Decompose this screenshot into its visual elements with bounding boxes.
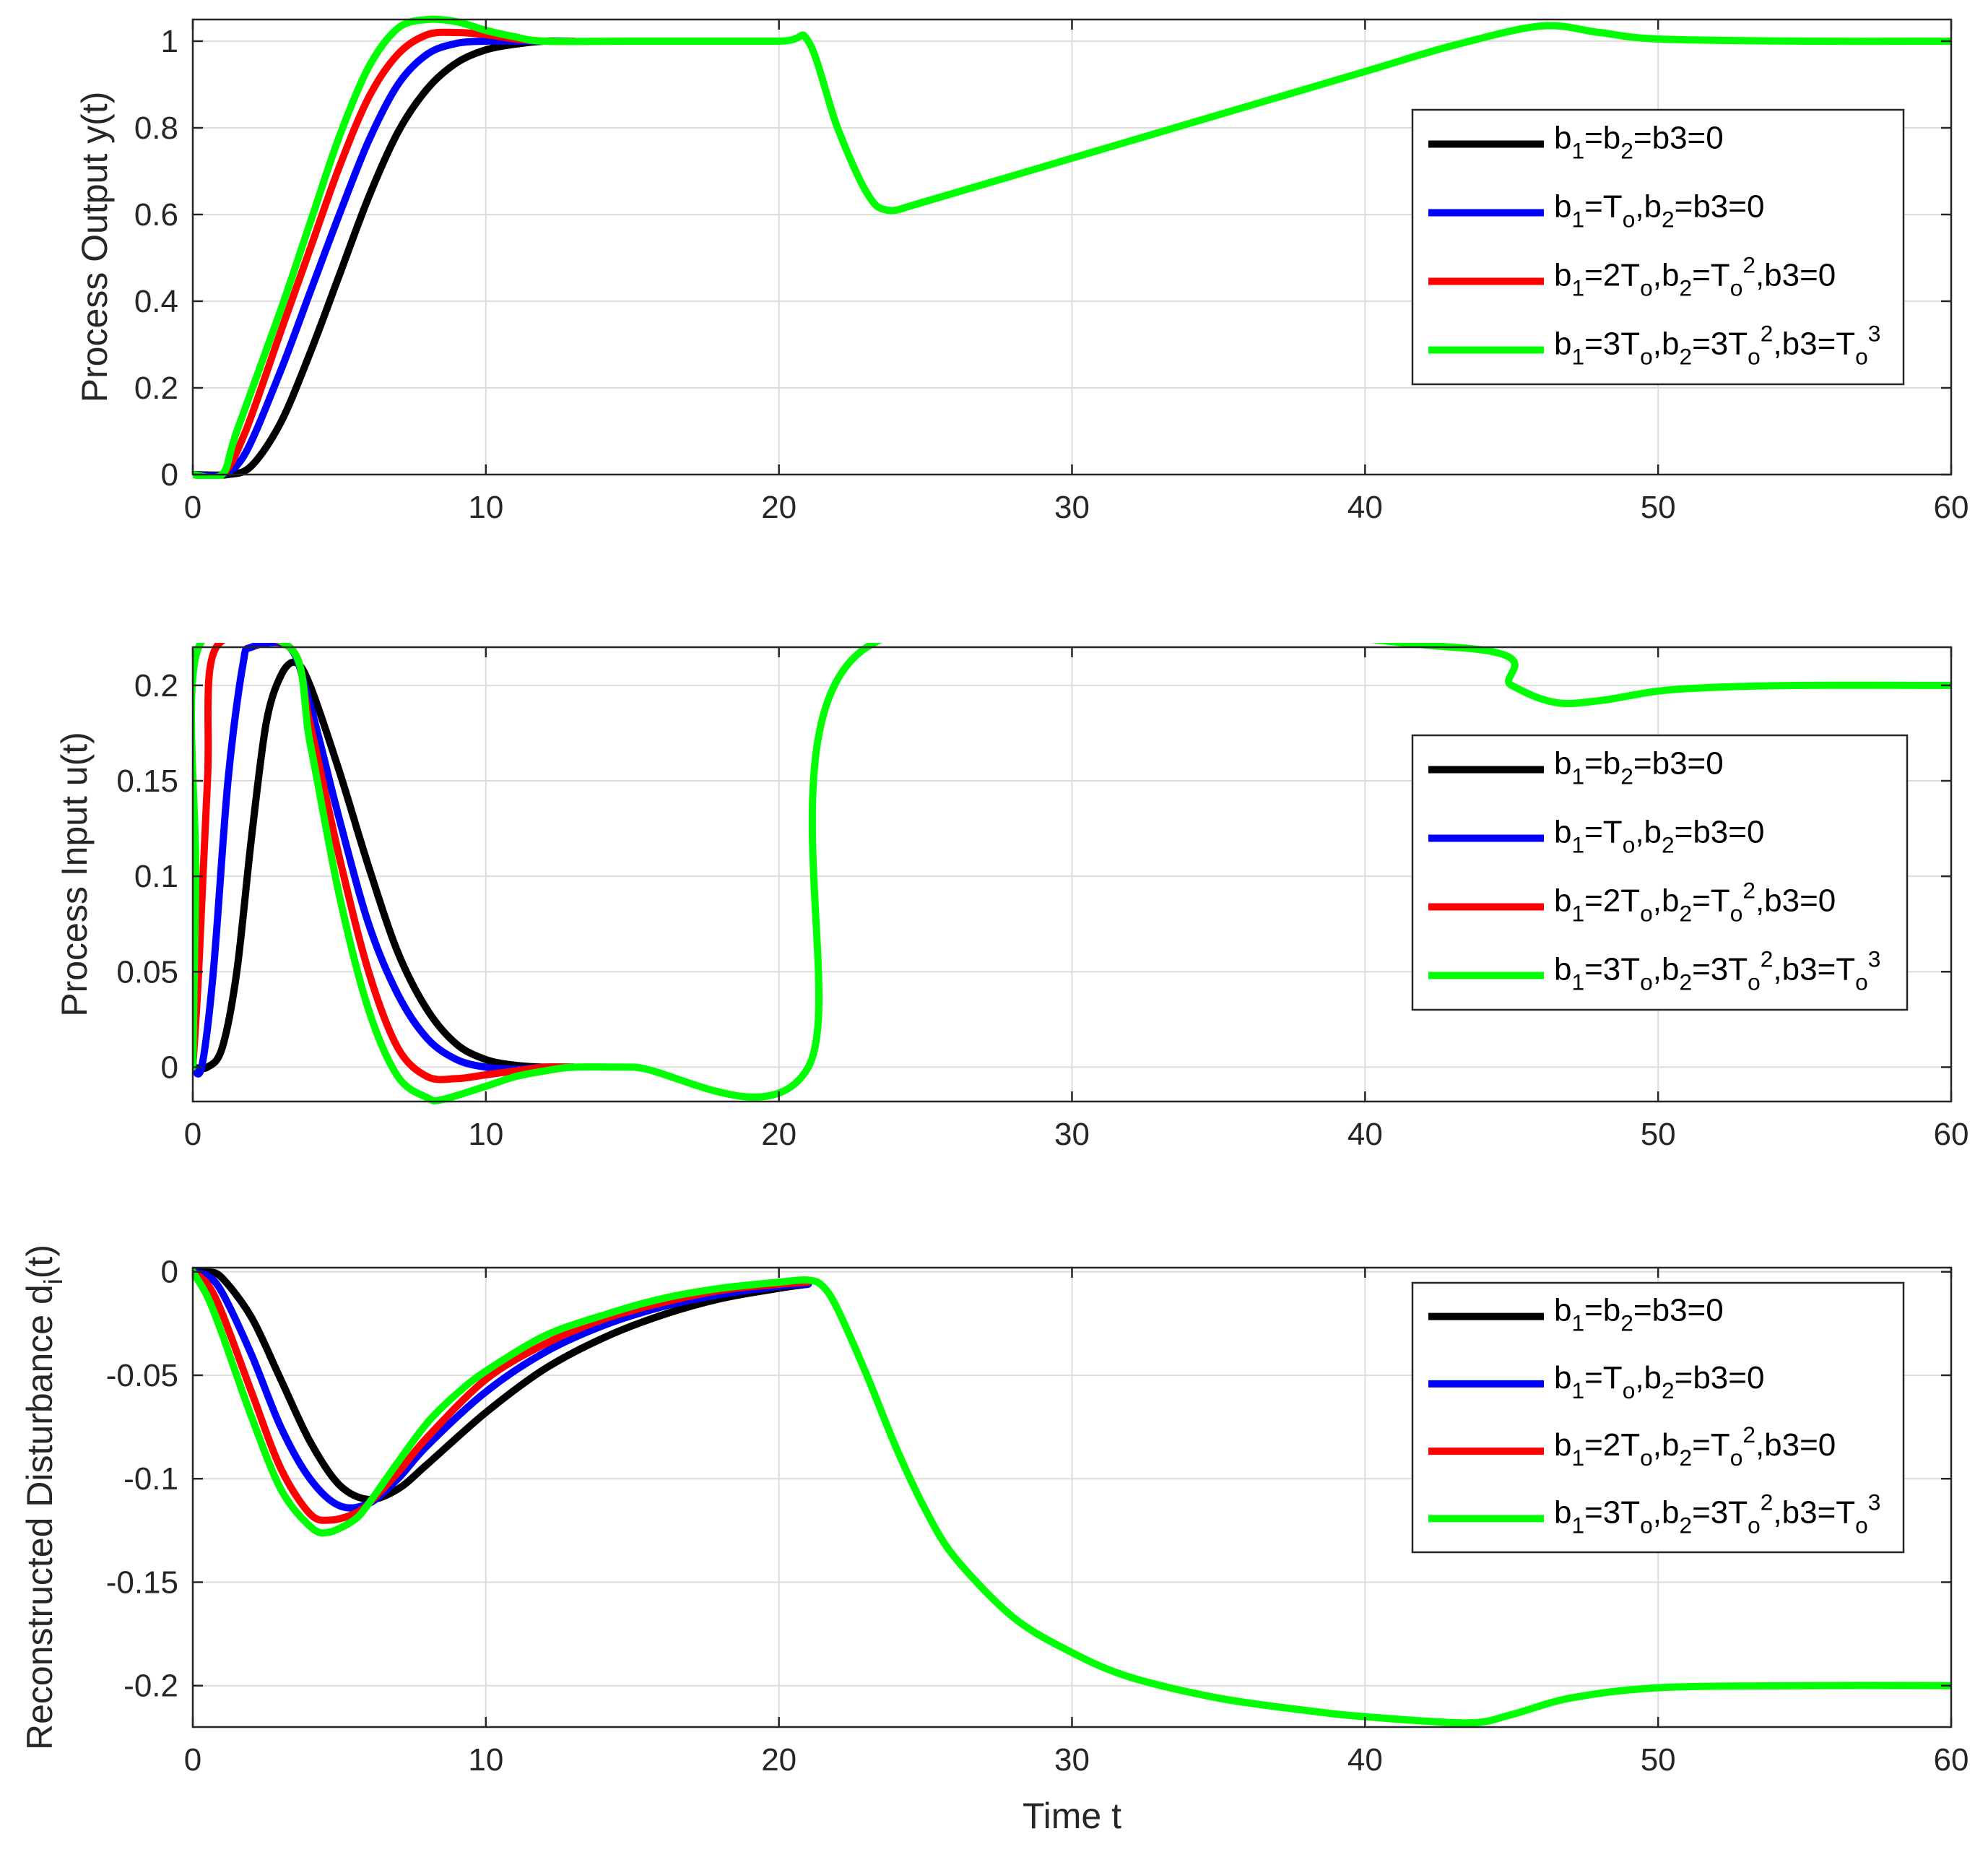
y-tick-label: -0.1 — [123, 1461, 178, 1497]
legend-label-1: b1=b2=b3=0 — [1554, 1293, 1724, 1336]
y-axis-label: Reconstructed Disturbance di(t) — [19, 1245, 68, 1750]
x-tick-label: 30 — [1054, 490, 1090, 525]
y-tick-label: 0 — [161, 457, 178, 493]
x-tick-label: 0 — [184, 490, 201, 525]
legend-label-4: b1=3To,b2=3To2,b3=To3 — [1554, 321, 1880, 370]
y-axis-label: Process Input u(t) — [54, 732, 95, 1017]
x-tick-label: 0 — [184, 1742, 201, 1778]
y-tick-label: 0.6 — [134, 197, 178, 233]
legend-label-3: b1=2To,b2=To2,b3=0 — [1554, 878, 1836, 927]
legend: b1=b2=b3=0 b1=To,b2=b3=0 b1=2To,b2=To2,b3=… — [1411, 1281, 1905, 1554]
x-tick-label: 10 — [468, 1117, 503, 1152]
x-tick-label: 0 — [184, 1117, 201, 1152]
series-line-1 — [193, 658, 578, 1073]
x-tick-label: 50 — [1641, 1742, 1676, 1778]
y-axis-label: Process Output y(t) — [74, 92, 115, 403]
series-line-4 — [193, 643, 1951, 1104]
x-tick-label: 20 — [761, 490, 796, 525]
axes-panel-2: 0 10 20 30 40 50 60 0 0.05 0.1 0.15 0.2 Process Inpu… — [54, 643, 1969, 1152]
legend-label-1: b1=b2=b3=0 — [1554, 121, 1724, 164]
x-tick-label: 30 — [1054, 1117, 1090, 1152]
legend-label-4: b1=3To,b2=3To2,b3=To3 — [1554, 1489, 1880, 1538]
y-tick-label: -0.2 — [123, 1669, 178, 1704]
series-line-2 — [193, 1268, 812, 1512]
series-line-2 — [193, 643, 578, 1078]
legend: b1=b2=b3=0 b1=To,b2=b3=0 b1=2To,b2=To2,b3=… — [1411, 108, 1905, 386]
y-tick-label: 1 — [161, 24, 178, 59]
axes-panel-1: 0 10 20 30 40 50 60 0 0.2 0.4 0.6 0.8 1 Process Outpu… — [74, 15, 1969, 525]
legend-label-3: b1=2To,b2=To2,b3=0 — [1554, 252, 1836, 301]
y-tick-label: 0.2 — [134, 371, 178, 406]
y-tick-label: 0.8 — [134, 111, 178, 146]
y-tick-label: 0 — [161, 1255, 178, 1290]
series-line-4 — [193, 15, 1951, 479]
y-tick-label: 0.15 — [116, 763, 178, 799]
x-tick-label: 40 — [1347, 1117, 1383, 1152]
x-tick-label: 30 — [1054, 1742, 1090, 1778]
series-group — [193, 15, 1951, 479]
x-tick-label: 10 — [468, 1742, 503, 1778]
series-group — [193, 1268, 1951, 1727]
y-tick-label: -0.05 — [106, 1358, 178, 1393]
series-line-1 — [193, 37, 578, 479]
legend-label-1: b1=b2=b3=0 — [1554, 746, 1724, 789]
legend-label-3: b1=2To,b2=To2,b3=0 — [1554, 1422, 1836, 1471]
legend-label-2: b1=To,b2=b3=0 — [1554, 189, 1764, 233]
y-tick-label: 0.1 — [134, 859, 178, 894]
y-tick-label: 0.4 — [134, 284, 178, 319]
x-tick-label: 60 — [1934, 490, 1969, 525]
legend-box — [1411, 734, 1909, 1011]
x-tick-label: 60 — [1934, 1117, 1969, 1152]
y-tick-label: -0.15 — [106, 1565, 178, 1600]
axes-panel-3: 0 10 20 30 40 50 60 0 -0.05 -0.1 -0.15 -0.2 Reconstr… — [19, 1245, 1969, 1836]
x-tick-label: 40 — [1347, 490, 1383, 525]
x-tick-label: 40 — [1347, 1742, 1383, 1778]
y-tick-label: 0.2 — [134, 668, 178, 704]
x-tick-label: 50 — [1641, 490, 1676, 525]
x-axis-label: Time t — [1023, 1796, 1121, 1836]
series-line-2 — [193, 37, 578, 479]
legend: b1=b2=b3=0 b1=To,b2=b3=0 b1=2To,b2=To2,b3=… — [1411, 734, 1909, 1011]
x-tick-label: 60 — [1934, 1742, 1969, 1778]
legend-box — [1411, 1281, 1905, 1554]
axes-root: 0 10 20 30 40 50 60 0 0.2 0.4 0.6 0.8 1 Process Outpu… — [19, 15, 1969, 1836]
y-tick-label: 0.05 — [116, 954, 178, 990]
x-tick-label: 50 — [1641, 1117, 1676, 1152]
legend-label-2: b1=To,b2=b3=0 — [1554, 1360, 1764, 1403]
series-line-3 — [193, 643, 578, 1083]
series-group — [193, 643, 1951, 1104]
y-tick-label: 0 — [161, 1050, 178, 1085]
x-tick-label: 20 — [761, 1117, 796, 1152]
x-tick-label: 10 — [468, 490, 503, 525]
legend-box — [1411, 108, 1905, 386]
legend-label-2: b1=To,b2=b3=0 — [1554, 815, 1764, 858]
series-line-4 — [193, 1268, 1951, 1727]
x-tick-label: 20 — [761, 1742, 796, 1778]
series-line-3 — [193, 1268, 812, 1524]
series-line-1 — [193, 1268, 812, 1503]
legend-label-4: b1=3To,b2=3To2,b3=To3 — [1554, 946, 1880, 995]
